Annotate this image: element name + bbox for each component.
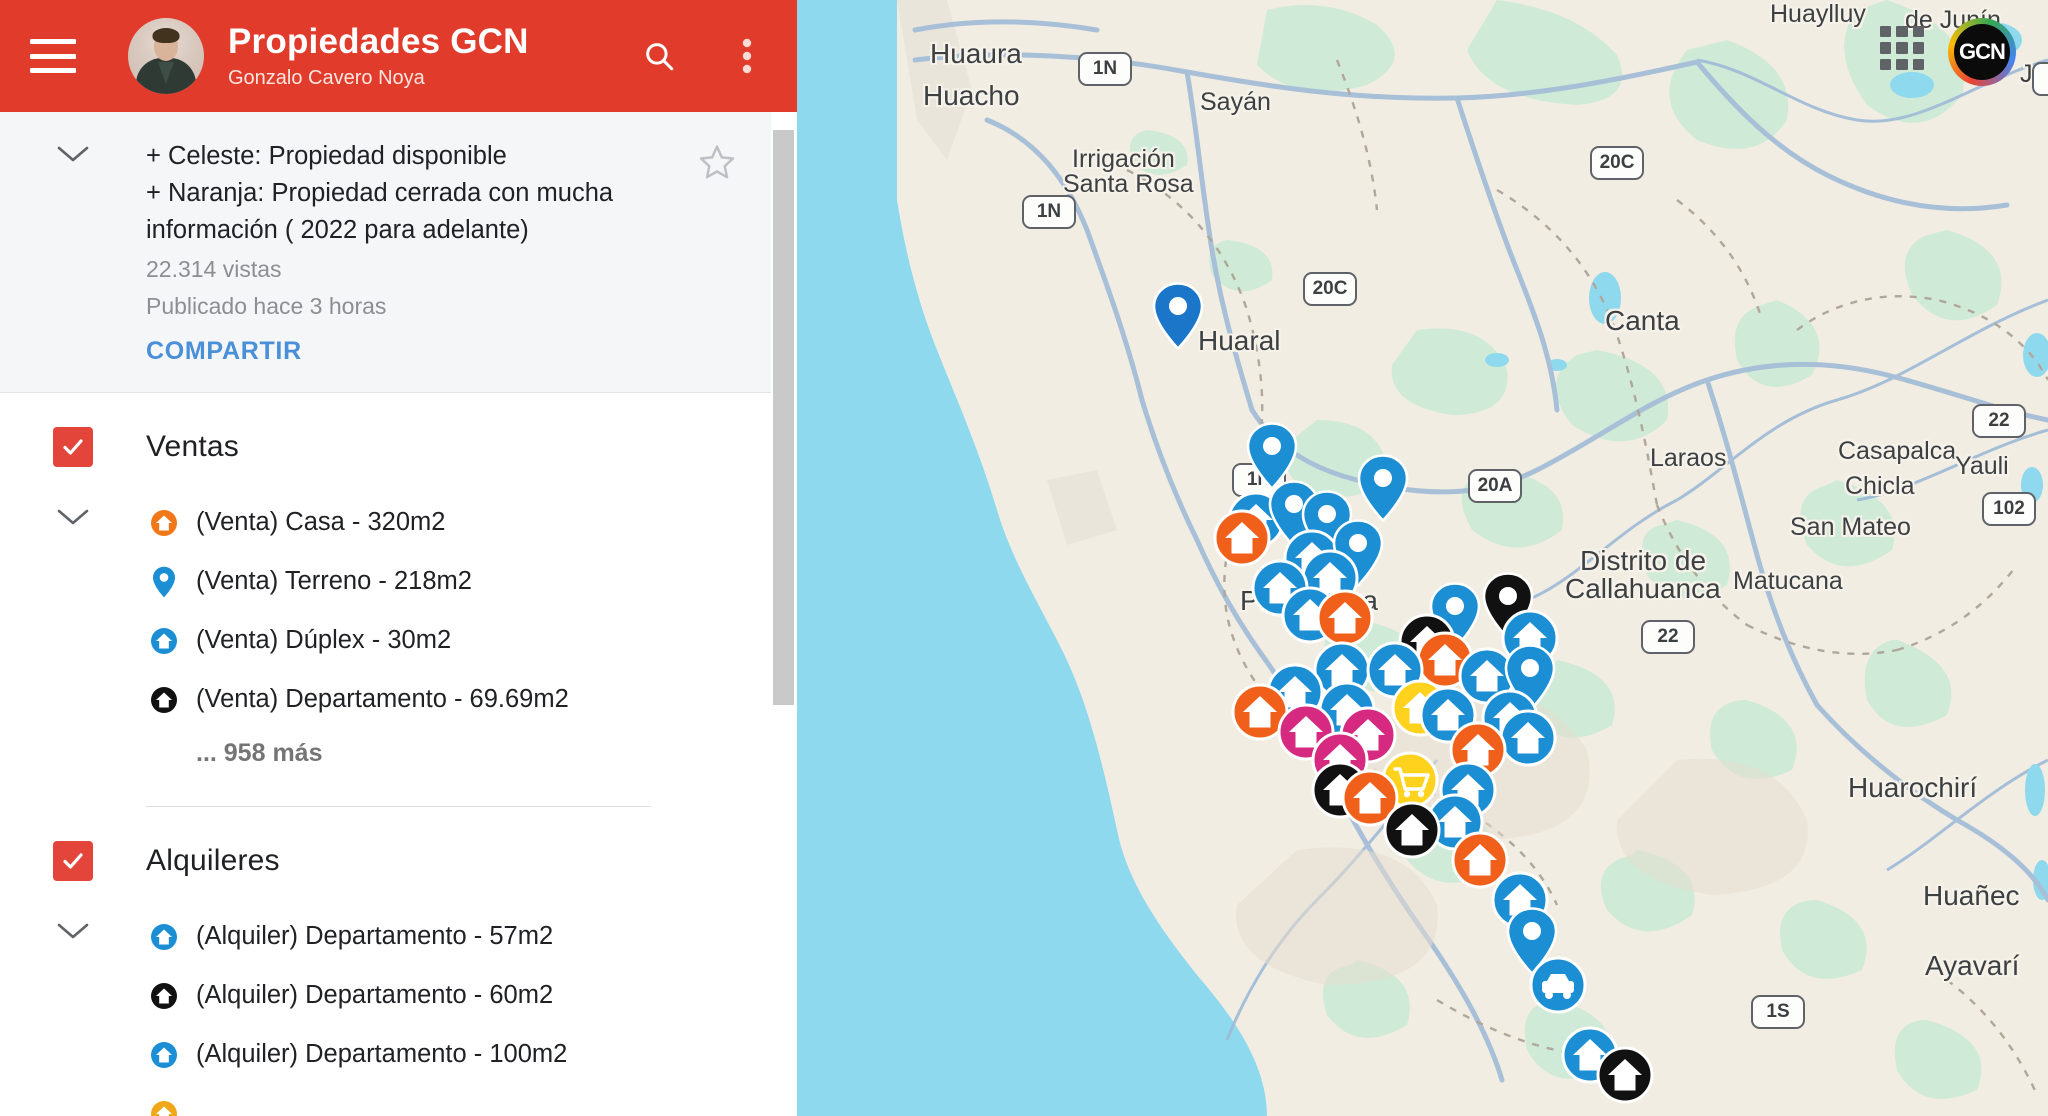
map-base-layer (797, 0, 2048, 1116)
house-pin-icon (146, 1040, 182, 1070)
scrollbar-thumb[interactable] (773, 130, 794, 705)
more-vertical-icon[interactable] (725, 34, 769, 78)
list-item-label: (Alquiler) Departamento - 60m2 (196, 981, 554, 1009)
description-line-3: información ( 2022 para adelante) (146, 216, 529, 244)
map-canvas[interactable]: Huaura Huacho Sayán Irrigación Santa Rosa Hua… (797, 0, 2048, 1116)
house-pin-icon (146, 922, 182, 952)
chevron-down-icon[interactable] (56, 507, 90, 527)
list-item-label: (Alquiler) Departamento - 57m2 (196, 922, 554, 950)
map-marker[interactable] (1152, 282, 1204, 350)
route-shield: 1N (1078, 52, 1132, 86)
list-item[interactable]: (Alquiler) Departamento - 57m2 (146, 907, 797, 966)
description-line-2: + Naranja: Propiedad cerrada con mucha (146, 179, 614, 207)
chevron-down-icon[interactable] (56, 144, 90, 164)
route-shield: 22 (1641, 620, 1695, 654)
list-item[interactable]: (Venta) Dúplex - 30m2 (146, 611, 797, 670)
header-actions (637, 34, 769, 78)
route-shield: 3 (2032, 62, 2048, 96)
map-marker[interactable] (1595, 1045, 1655, 1105)
layer-group-alquileres: Alquileres (0, 807, 797, 1116)
list-item[interactable]: (Venta) Casa - 320m2 (146, 493, 797, 552)
account-initials: GCN (1954, 24, 2010, 80)
map-marker[interactable] (1315, 588, 1375, 648)
left-panel: Propiedades GCN Gonzalo Cavero Noya (0, 0, 797, 1116)
show-more-ventas[interactable]: ... 958 más (196, 739, 323, 767)
list-item-label: (Venta) Terreno - 218m2 (196, 567, 472, 595)
route-shield: 22 (1972, 404, 2026, 438)
list-item[interactable]: (Venta) Departamento - 69.69m2 (146, 670, 797, 729)
view-count: 22.314 vistas (146, 256, 282, 282)
list-item[interactable]: (Alquiler) Departamento - 60m2 (146, 966, 797, 1025)
section-divider (146, 806, 651, 807)
house-pin-icon (146, 981, 182, 1011)
star-outline-icon[interactable] (697, 142, 737, 187)
sidebar-scrollbar[interactable] (771, 112, 797, 1116)
map-marker[interactable] (1450, 830, 1510, 890)
route-shield: 20A (1468, 469, 1522, 503)
map-description-card: + Celeste: Propiedad disponible + Naranj… (0, 112, 797, 393)
layer-checkbox-alquileres[interactable] (53, 841, 93, 881)
apps-grid-icon[interactable] (1880, 26, 1924, 70)
house-pin-icon (146, 508, 182, 538)
hamburger-menu-icon[interactable] (30, 39, 76, 73)
avatar[interactable] (128, 18, 204, 94)
list-item[interactable]: (Venta) Terreno - 218m2 (146, 552, 797, 611)
house-pin-icon (146, 685, 182, 715)
list-item-partial[interactable] (146, 1084, 797, 1116)
page-subtitle: Gonzalo Cavero Noya (228, 66, 425, 89)
search-icon[interactable] (637, 34, 681, 78)
route-shield: 102 (1982, 492, 2036, 526)
description-line-1: + Celeste: Propiedad disponible (146, 142, 507, 170)
list-item-label: (Venta) Dúplex - 30m2 (196, 626, 452, 654)
list-item-label: (Alquiler) Departamento - 100m2 (196, 1040, 568, 1068)
list-item[interactable]: (Alquiler) Departamento - 100m2 (146, 1025, 797, 1084)
layer-group-ventas: Ventas (0, 393, 797, 807)
list-item-label: (Venta) Casa - 320m2 (196, 508, 446, 536)
route-shield: 20C (1590, 146, 1644, 180)
app-header: Propiedades GCN Gonzalo Cavero Noya (0, 0, 797, 112)
list-item-label: (Venta) Departamento - 69.69m2 (196, 685, 569, 713)
layer-title-ventas: Ventas (146, 430, 239, 463)
map-marker[interactable] (1212, 508, 1272, 568)
share-button[interactable]: COMPARTIR (146, 337, 302, 365)
header-titles: Propiedades GCN Gonzalo Cavero Noya (228, 22, 627, 91)
map-marker[interactable] (1528, 955, 1588, 1015)
map-marker[interactable] (1357, 454, 1409, 522)
house-pin-icon (146, 1099, 182, 1116)
route-shield: 1N (1022, 195, 1076, 229)
route-shield: 20C (1303, 272, 1357, 306)
plain-pin-icon (146, 566, 182, 598)
published-time: Publicado hace 3 horas (146, 293, 387, 319)
chevron-down-icon[interactable] (56, 921, 90, 941)
map-marker[interactable] (1382, 800, 1442, 860)
layers-list: Ventas (0, 393, 797, 1116)
map-marker[interactable] (1246, 422, 1298, 490)
route-shield: 1S (1751, 995, 1805, 1029)
page-title: Propiedades GCN (228, 21, 529, 61)
house-pin-icon (146, 626, 182, 656)
layer-checkbox-ventas[interactable] (53, 427, 93, 467)
map-marker[interactable] (1340, 768, 1400, 828)
account-avatar[interactable]: GCN (1948, 18, 2016, 86)
map-marker[interactable] (1230, 682, 1290, 742)
layer-title-alquileres: Alquileres (146, 844, 280, 877)
